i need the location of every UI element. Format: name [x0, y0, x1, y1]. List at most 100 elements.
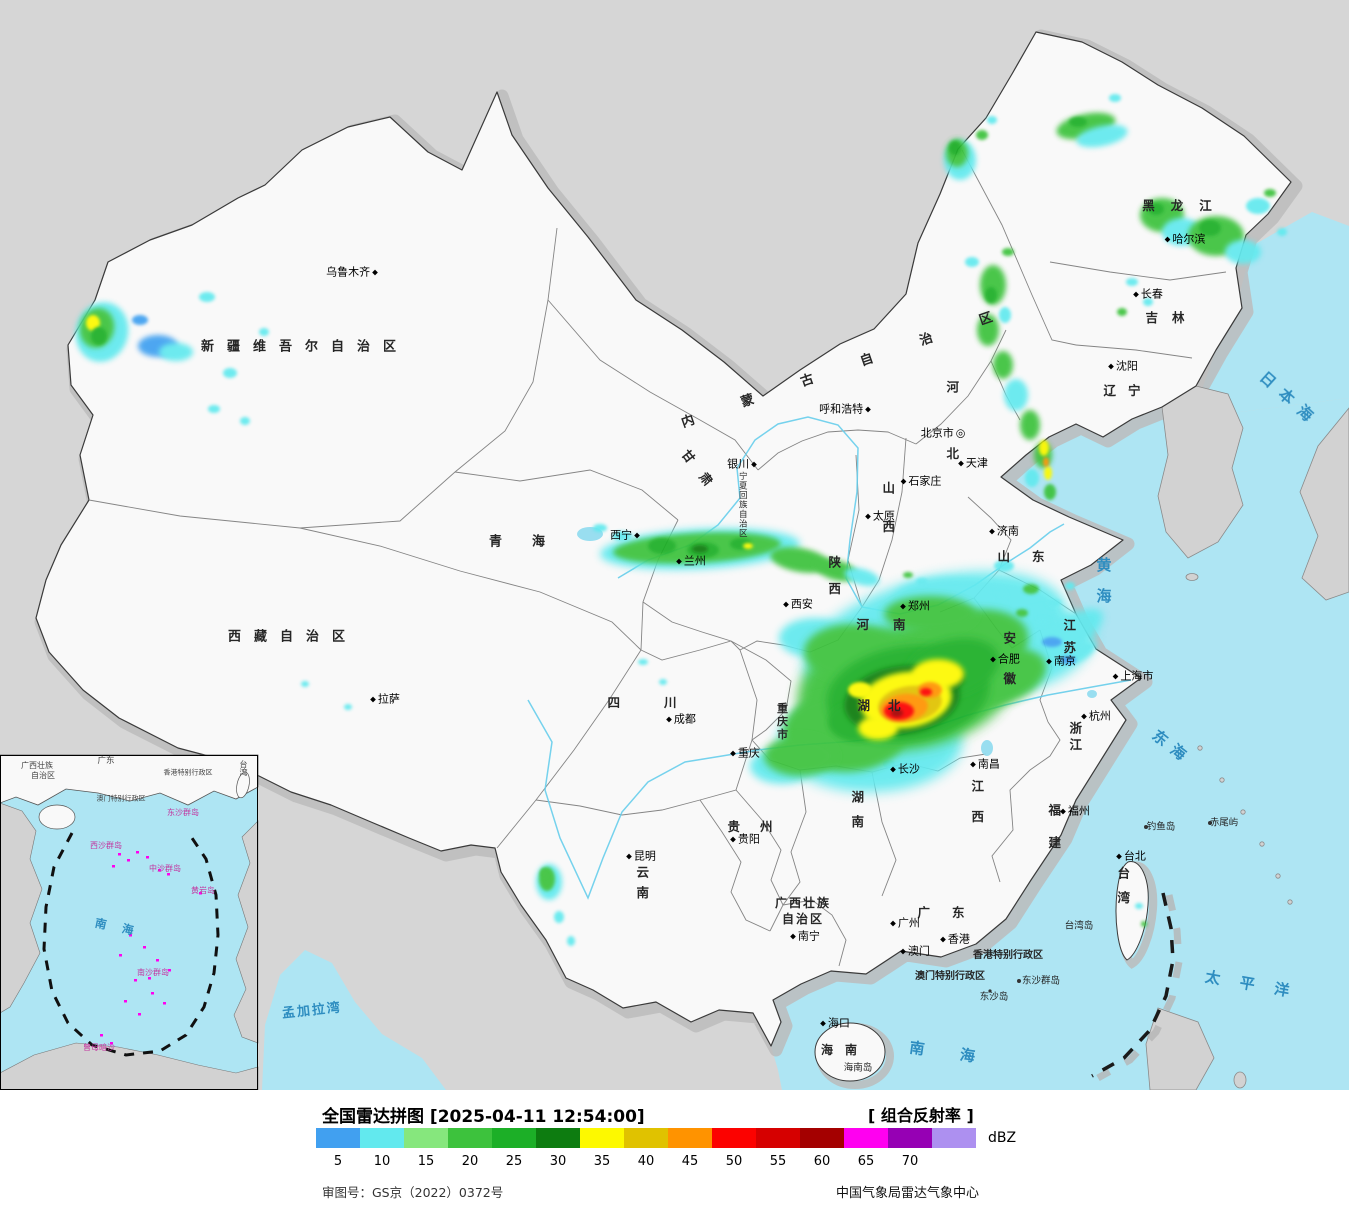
- city-marker-icon: ◆: [1116, 851, 1122, 861]
- province-label: 浙江: [1067, 721, 1083, 755]
- legend-value: 35: [593, 1154, 611, 1169]
- city-name: 南京: [1053, 654, 1076, 668]
- legend-swatch: [492, 1128, 536, 1148]
- province-label: 河南: [856, 616, 930, 632]
- province-label: 吉林: [1145, 309, 1199, 325]
- foreign-land: [1145, 385, 1349, 1090]
- japan-land: [1299, 407, 1349, 601]
- city-name: 天津: [965, 456, 988, 470]
- city-label: ◆ 长沙: [890, 764, 920, 775]
- legend-swatch: [580, 1128, 624, 1148]
- city-label: ◆ 南京: [1046, 656, 1076, 667]
- inset-island-label: 南沙群岛: [137, 968, 169, 977]
- city-marker-icon: ◆: [666, 714, 672, 724]
- legend-value: 40: [637, 1154, 655, 1169]
- city-marker-icon: ◆: [900, 601, 906, 611]
- legend-value: 30: [549, 1154, 567, 1169]
- city-label: ◆ 沈阳: [1108, 361, 1138, 372]
- city-marker-icon: ◆: [890, 764, 896, 774]
- city-name: 上海市: [1120, 669, 1154, 683]
- city-marker-icon: ◆: [730, 834, 736, 844]
- city-label: ◆ 哈尔滨: [1165, 234, 1206, 245]
- city-marker-icon: ◆: [1112, 671, 1119, 681]
- island-label: 赤尾屿: [1209, 817, 1239, 829]
- island-label: 台湾岛: [1064, 920, 1094, 932]
- sea-bay-of-bengal: [262, 950, 446, 1090]
- province-label: 新疆维吾尔自治区: [200, 339, 410, 355]
- city-label: 西宁 ◆: [610, 530, 640, 541]
- province-label: 海南: [820, 1043, 870, 1057]
- province-label: 四川: [607, 694, 721, 710]
- inset-label: 香港特别行政区: [163, 768, 213, 777]
- province-label: 宁夏回族自治区: [737, 471, 748, 539]
- city-name: 济南: [996, 524, 1019, 538]
- luzon-island: [1145, 1007, 1215, 1090]
- sea-label: 黄海: [1094, 557, 1113, 619]
- city-label: ◆ 郑州: [900, 601, 930, 612]
- city-name: 澳门: [907, 944, 930, 958]
- city-marker-icon: ◆: [730, 748, 736, 758]
- inset-label: 广西壮族: [21, 761, 53, 770]
- legend-colorbar: dBZ: [316, 1128, 1016, 1148]
- city-label: ◆ 澳门: [900, 946, 930, 957]
- inset-label: 广东: [97, 755, 115, 766]
- city-marker-icon: ◆: [1133, 289, 1139, 299]
- city-marker-icon: ◆: [890, 918, 896, 928]
- city-name: 西安: [790, 597, 813, 611]
- city-marker-icon: ◆: [751, 459, 757, 469]
- city-name: 杭州: [1088, 709, 1111, 723]
- city-label: ◆ 兰州: [676, 556, 706, 567]
- sea-layer: [262, 212, 1349, 1090]
- city-marker-icon: ◆: [940, 934, 946, 944]
- province-borders: [88, 149, 1227, 967]
- city-name: 广州: [897, 916, 920, 930]
- legend-swatch: [712, 1128, 756, 1148]
- nine-dash-line: [1091, 892, 1183, 1082]
- city-marker-icon: ◆: [790, 931, 796, 941]
- city-name: 昆明: [633, 849, 656, 863]
- province-label: 广西壮族: [774, 896, 832, 910]
- city-label: ◆ 成都: [666, 714, 696, 725]
- legend-swatch: [844, 1128, 888, 1148]
- sea-japan: [1200, 212, 1349, 412]
- island-label: 钓鱼岛: [1146, 821, 1176, 833]
- inset-island-label: 中沙群岛: [149, 864, 181, 873]
- city-label: ◆ 上海市: [1113, 671, 1154, 682]
- data-source: 中国气象局雷达气象中心: [836, 1186, 980, 1201]
- city-label: ◆ 济南: [989, 526, 1019, 537]
- inset-hainan: [38, 804, 76, 830]
- city-label: ◆ 重庆: [730, 748, 760, 759]
- jeju-island: [1185, 573, 1199, 581]
- city-marker-icon: ◆: [865, 404, 871, 414]
- inset-china-coast: [0, 754, 259, 806]
- city-label: 乌鲁木齐 ◆: [326, 267, 378, 278]
- legend-value: 65: [857, 1154, 875, 1169]
- city-marker-icon: ◆: [900, 946, 906, 956]
- capital-label: 北京市 ◎: [921, 428, 966, 439]
- map-title: 全国雷达拼图 [2025-04-11 12:54:00]: [322, 1107, 645, 1127]
- city-name: 长春: [1140, 287, 1163, 301]
- sea-east-south: [771, 386, 1349, 1090]
- city-name: 兰州: [683, 554, 706, 568]
- province-label: 山西: [880, 481, 896, 559]
- legend-value: 55: [769, 1154, 787, 1169]
- city-name: 福州: [1067, 804, 1090, 818]
- product-name: [ 组合反射率 ]: [868, 1106, 974, 1125]
- city-label: ◆ 台北: [1116, 851, 1146, 862]
- province-label: 自治区: [781, 912, 825, 926]
- map-license: 审图号：GS京（2022）0372号: [322, 1185, 504, 1200]
- province-label: 江苏: [1061, 618, 1077, 664]
- city-name: 呼和浩特: [819, 402, 864, 416]
- inset-island-label: 西沙群岛: [90, 841, 122, 850]
- legend-value: 15: [417, 1154, 435, 1169]
- legend-value: 25: [505, 1154, 523, 1169]
- city-label: ◆ 香港: [940, 934, 970, 945]
- province-label: 香港特别行政区: [973, 950, 1043, 961]
- city-marker-icon: ◆: [990, 654, 996, 664]
- legend-swatch: [360, 1128, 404, 1148]
- city-label: 银川 ◆: [727, 459, 757, 470]
- island-label: 东沙群岛: [1021, 975, 1061, 987]
- province-label: 陕西: [826, 555, 842, 609]
- city-label: ◆ 贵阳: [730, 834, 760, 845]
